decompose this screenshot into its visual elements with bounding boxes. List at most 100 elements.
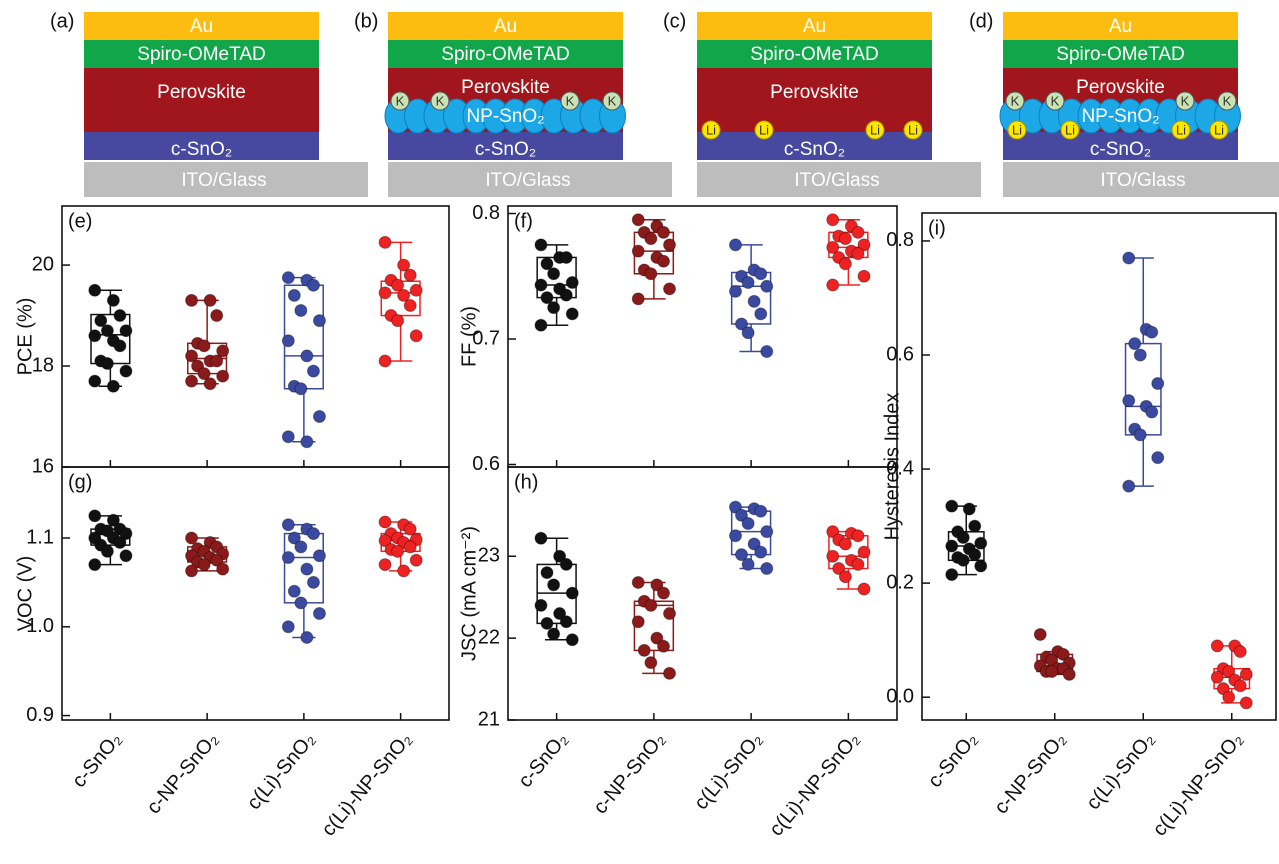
data-point xyxy=(300,435,314,449)
data-point xyxy=(300,562,314,576)
data-point xyxy=(540,566,554,580)
data-point xyxy=(565,586,579,600)
data-point xyxy=(663,282,677,296)
data-point xyxy=(956,553,970,567)
k-ion-label: K xyxy=(1181,93,1190,108)
x-tick-label: c-SnO₂ xyxy=(514,728,572,792)
layer-label: Au xyxy=(494,16,517,37)
data-point xyxy=(287,531,301,545)
layer-label: c-SnO₂ xyxy=(1090,139,1151,160)
layer-label: Spiro-OMeTAD xyxy=(750,44,878,65)
layer-label: Au xyxy=(190,16,213,37)
data-point xyxy=(1222,665,1236,679)
layer-label: NP-SnO₂ xyxy=(1081,106,1159,127)
li-ion xyxy=(1060,120,1080,140)
layer-label: Au xyxy=(803,16,826,37)
data-point xyxy=(754,307,768,321)
data-point xyxy=(185,293,199,307)
data-point xyxy=(1151,451,1165,465)
data-point xyxy=(631,213,645,227)
data-point xyxy=(294,304,308,318)
data-point xyxy=(306,278,320,292)
data-point xyxy=(754,545,768,559)
li-ion xyxy=(701,120,721,140)
frame xyxy=(61,466,450,721)
y-tick-label: 0.6 xyxy=(472,453,500,475)
data-point xyxy=(534,531,548,545)
data-point xyxy=(657,225,671,239)
data-point xyxy=(300,349,314,363)
layer-au xyxy=(697,12,932,40)
layer-label: Perovskite xyxy=(1076,77,1165,98)
data-point xyxy=(663,607,677,621)
data-point xyxy=(216,369,230,383)
data-point xyxy=(1151,377,1165,391)
data-point xyxy=(378,515,392,529)
data-point xyxy=(403,522,417,536)
data-point xyxy=(728,284,742,298)
data-point xyxy=(88,509,102,523)
data-point xyxy=(119,527,133,541)
data-point xyxy=(760,345,774,359)
data-point xyxy=(378,534,392,548)
data-point xyxy=(1145,325,1159,339)
layer-etl xyxy=(84,132,319,160)
layer-au xyxy=(388,12,623,40)
data-point xyxy=(88,329,102,343)
x-tick-label: c-NP-SnO₂ xyxy=(589,728,669,818)
y-tick-label: 22 xyxy=(478,626,500,648)
data-point xyxy=(747,294,761,308)
data-point xyxy=(119,364,133,378)
data-point xyxy=(962,502,976,516)
data-point xyxy=(100,544,114,558)
data-point xyxy=(1122,479,1136,493)
data-point xyxy=(559,288,573,302)
y-tick-label: 18 xyxy=(32,354,54,376)
li-ion-label: Li xyxy=(908,122,918,137)
data-point xyxy=(197,558,211,572)
data-point xyxy=(119,324,133,338)
frame xyxy=(921,212,1277,721)
k-ion xyxy=(1045,91,1065,111)
y-axis-label: Hysteresis Index xyxy=(881,393,903,541)
y-tick-label: 21 xyxy=(478,708,500,730)
frame xyxy=(507,466,898,721)
data-point xyxy=(644,232,658,246)
data-point xyxy=(378,235,392,249)
layer-label: ITO/Glass xyxy=(485,170,570,191)
data-point xyxy=(968,548,982,562)
data-point xyxy=(391,278,405,292)
data-point xyxy=(728,238,742,252)
layer-au xyxy=(1003,12,1238,40)
data-point xyxy=(760,279,774,293)
layer-label: Spiro-OMeTAD xyxy=(137,44,265,65)
data-point xyxy=(1145,405,1159,419)
data-point xyxy=(119,549,133,563)
layer-spiro xyxy=(1003,40,1238,68)
li-ion xyxy=(1007,120,1027,140)
layer-label: ITO/Glass xyxy=(1100,170,1185,191)
data-point xyxy=(956,531,970,545)
data-point xyxy=(547,627,561,641)
data-point xyxy=(281,620,295,634)
data-point xyxy=(945,568,959,582)
data-point xyxy=(974,559,988,573)
li-ion xyxy=(903,120,923,140)
k-ion-label: K xyxy=(1223,93,1232,108)
x-tick-label: c-SnO₂ xyxy=(68,728,126,792)
data-point xyxy=(851,529,865,543)
data-point xyxy=(968,519,982,533)
data-point xyxy=(851,247,865,261)
panel-label: (e) xyxy=(68,210,92,232)
data-point xyxy=(760,525,774,539)
data-point xyxy=(631,615,645,629)
li-ion-label: Li xyxy=(1065,122,1075,137)
layer-substrate xyxy=(1003,162,1279,197)
data-point xyxy=(631,575,645,589)
data-point xyxy=(754,504,768,518)
y-tick-label: 16 xyxy=(32,455,54,477)
panel-label: (d) xyxy=(969,10,993,32)
layer-label: ITO/Glass xyxy=(794,170,879,191)
